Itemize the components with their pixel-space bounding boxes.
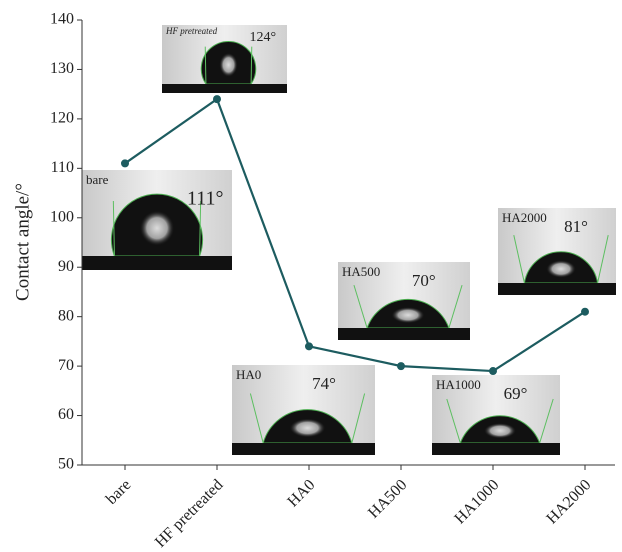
tangent-line: [353, 284, 368, 329]
y-tick-label: 140: [50, 11, 74, 28]
value-label: 124°: [250, 30, 277, 45]
data-point: [397, 362, 405, 371]
inset-base: [82, 256, 232, 270]
value-label: 74°: [312, 374, 336, 393]
droplet-highlight: [484, 423, 516, 439]
value-label: 111°: [187, 188, 224, 210]
x-tick-label: HA0: [284, 476, 318, 510]
y-tick-label: 100: [50, 208, 74, 225]
x-tick-label: HF pretreated: [152, 476, 227, 551]
inset: HA1000 69°: [432, 375, 560, 455]
inset-base: [498, 283, 616, 295]
inset-label: HA0: [236, 367, 261, 382]
inset-base: [338, 328, 470, 340]
value-label: 69°: [504, 384, 528, 403]
inset: HA0 74°: [232, 365, 375, 455]
inset-label: HA2000: [502, 210, 547, 225]
x-tick-label: HA1000: [451, 476, 502, 527]
y-tick-label: 50: [58, 456, 74, 473]
tangent-line: [597, 235, 609, 284]
data-point: [213, 95, 221, 104]
tangent-line: [448, 284, 463, 329]
y-tick-label: 90: [58, 258, 74, 275]
y-tick-label: 120: [50, 110, 74, 127]
tangent-line: [351, 393, 366, 444]
tangent-line: [204, 46, 207, 85]
inset-base: [162, 84, 287, 93]
inset-label: HF pretreated: [165, 26, 218, 36]
droplet-highlight: [546, 260, 576, 278]
x-tick-label: HA500: [365, 476, 410, 521]
x-tick-label: HA2000: [543, 476, 594, 527]
droplet-highlight: [391, 307, 425, 324]
droplet-highlight: [139, 210, 175, 246]
tangent-line: [112, 200, 115, 257]
inset-base: [432, 443, 560, 455]
data-point: [489, 367, 497, 376]
data-point: [121, 159, 129, 168]
tangent-line: [250, 46, 253, 85]
x-tick-label: bare: [103, 476, 134, 507]
inset-label: HA500: [342, 264, 380, 279]
tangent-line: [249, 393, 264, 444]
value-label: 70°: [412, 271, 436, 290]
y-tick-label: 130: [50, 60, 74, 77]
data-point: [305, 342, 313, 351]
tangent-line: [513, 235, 525, 284]
inset: HF pretreated 124°: [162, 25, 287, 93]
y-tick-label: 110: [51, 159, 74, 176]
droplet-highlight: [289, 418, 326, 438]
tangent-line: [539, 398, 554, 444]
y-tick-label: 60: [58, 406, 74, 423]
y-axis-label: Contact angle/°: [12, 183, 33, 301]
inset-label: bare: [86, 172, 109, 187]
inset: HA2000 81°: [498, 208, 616, 295]
inset-base: [232, 443, 375, 455]
inset: bare 111°: [82, 170, 232, 270]
tangent-line: [199, 200, 202, 257]
value-label: 81°: [564, 217, 588, 236]
y-tick-label: 80: [58, 307, 74, 324]
droplet-highlight: [219, 52, 238, 77]
y-tick-label: 70: [58, 357, 74, 374]
inset-label: HA1000: [436, 377, 481, 392]
data-line: [124, 97, 586, 373]
inset: HA500 70°: [338, 262, 470, 340]
data-point: [581, 307, 589, 316]
tangent-line: [446, 398, 461, 444]
